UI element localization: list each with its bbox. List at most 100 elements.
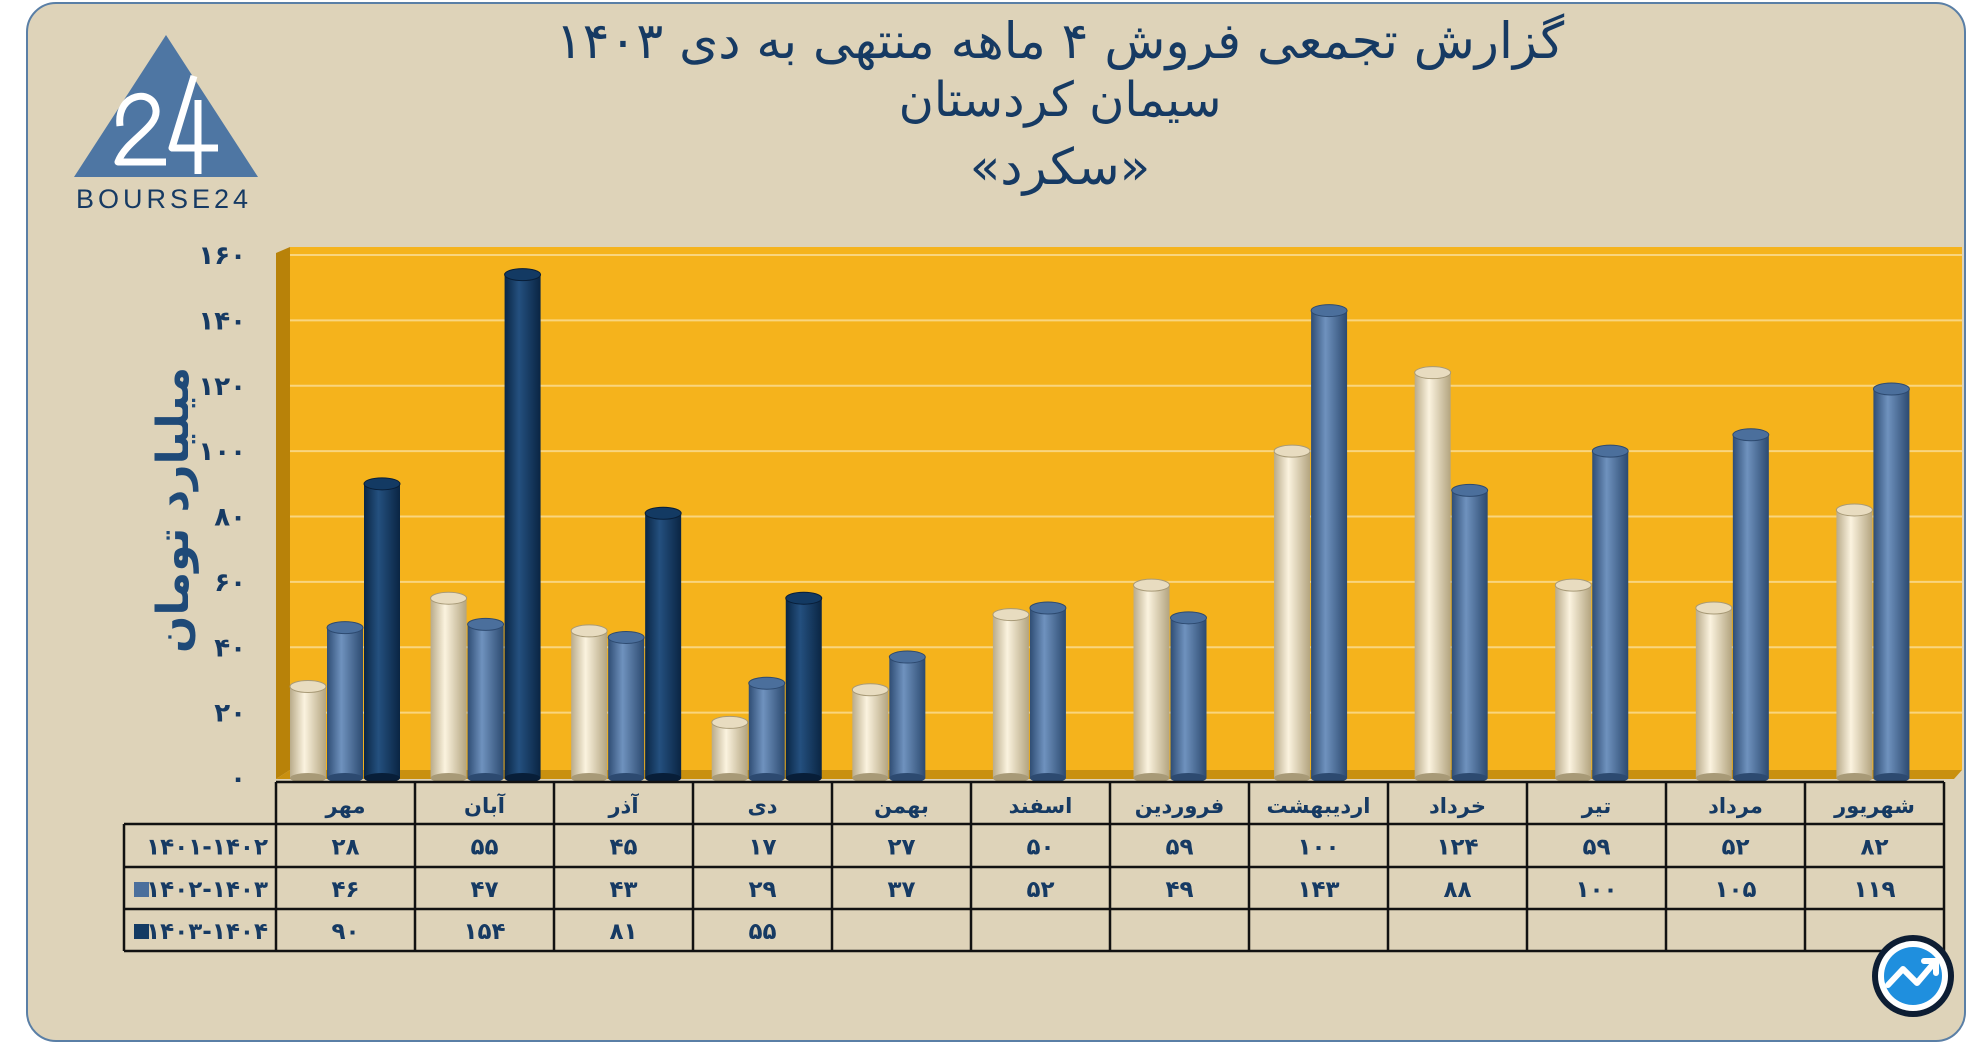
trend-badge-icon <box>1870 933 1956 1019</box>
plot-background <box>290 247 1962 770</box>
bar-base <box>1274 773 1311 783</box>
month-header: دی <box>747 794 777 818</box>
bar-base <box>1836 773 1873 783</box>
bar-1-1 <box>289 679 327 783</box>
y-tick-label: ۱۰۰ <box>198 437 246 467</box>
bar-cap <box>1835 503 1873 517</box>
bar-cap <box>888 650 926 664</box>
bar-base <box>852 773 889 783</box>
bar-1-6 <box>992 608 1030 783</box>
bar-cap <box>1591 444 1629 458</box>
value-cell: ۱۰۰ <box>1575 877 1617 903</box>
y-tick-label: ۸۰ <box>214 503 246 533</box>
value-cell: ۸۲ <box>1860 835 1888 861</box>
month-header: مهر <box>325 794 366 818</box>
y-tick-label: ۱۴۰ <box>198 306 246 336</box>
bar-body <box>1274 451 1311 778</box>
bourse24-logo: BOURSE24 <box>70 30 270 220</box>
plot-floor <box>276 770 1962 779</box>
bar-base <box>1311 773 1348 783</box>
bar-1-3 <box>570 624 608 783</box>
bar-cap <box>851 683 889 697</box>
month-header: آذر <box>607 793 639 818</box>
bar-base <box>290 773 326 783</box>
bar-body <box>852 689 889 778</box>
bar-body <box>571 630 608 778</box>
series-label: ۱۴۰۳-۱۴۰۴ <box>146 919 268 945</box>
value-cell: ۸۸ <box>1443 877 1471 903</box>
bar-base <box>571 773 608 783</box>
bar-2-8 <box>1310 304 1348 783</box>
bar-cap <box>711 715 749 729</box>
month-header: اسفند <box>1009 794 1073 818</box>
bar-base <box>1170 773 1207 783</box>
title-line-2: سیمان کردستان <box>898 72 1222 128</box>
bar-body <box>608 637 645 778</box>
bar-base <box>1414 773 1451 783</box>
logo-text: BOURSE24 <box>76 184 252 214</box>
bar-cap <box>289 679 327 693</box>
bar-1-8 <box>1273 444 1311 783</box>
bar-base <box>504 773 541 783</box>
bar-cap <box>1310 304 1348 318</box>
value-cell: ۲۹ <box>748 877 776 903</box>
bar-1-11 <box>1695 601 1733 783</box>
bar-body <box>1311 310 1348 778</box>
series-label: ۱۴۰۱-۱۴۰۲ <box>146 835 268 861</box>
value-cell: ۵۹ <box>1165 835 1193 861</box>
series-label: ۱۴۰۲-۱۴۰۳ <box>146 877 268 903</box>
bar-base <box>785 773 822 783</box>
plot-side-wall <box>276 247 290 779</box>
value-cell: ۱۰۵ <box>1714 877 1756 903</box>
y-tick-label: ۱۲۰ <box>198 372 246 402</box>
value-cell: ۴۹ <box>1165 877 1193 903</box>
legend-swatch <box>134 882 149 897</box>
bar-cap <box>326 621 364 635</box>
month-header: خرداد <box>1429 794 1486 818</box>
value-cell: ۳۷ <box>887 877 915 903</box>
bar-1-5 <box>851 683 889 783</box>
value-cell: ۱۷ <box>748 835 776 861</box>
value-cell: ۱۴۳ <box>1297 877 1339 903</box>
bar-body <box>290 686 326 778</box>
value-cell: ۱۱۹ <box>1853 877 1895 903</box>
bar-2-7 <box>1170 611 1207 783</box>
bar-body <box>1133 585 1170 778</box>
bar-1-7 <box>1133 578 1170 783</box>
bar-cap <box>1872 382 1910 396</box>
bar-body <box>992 614 1029 778</box>
bar-body <box>364 483 400 778</box>
bar-2-3 <box>607 630 645 783</box>
bar-cap <box>1414 366 1452 380</box>
bar-cap <box>1451 483 1489 497</box>
value-cell: ۵۹ <box>1582 835 1610 861</box>
value-cell: ۲۷ <box>887 835 915 861</box>
bar-base <box>327 773 363 783</box>
value-cell: ۱۵۴ <box>463 919 505 945</box>
bar-2-9 <box>1451 483 1489 783</box>
title-line-1: گزارش تجمعی فروش ۴ ماهه منتهی به دی ۱۴۰۳ <box>555 12 1565 70</box>
bar-2-2 <box>467 617 505 783</box>
value-cell: ۵۰ <box>1026 835 1054 861</box>
bar-cap <box>1554 578 1592 592</box>
bar-base <box>364 773 400 783</box>
value-cell: ۵۵ <box>470 835 498 861</box>
bar-base <box>1873 773 1910 783</box>
bar-body <box>645 513 682 778</box>
y-tick-label: ۴۰ <box>214 633 246 663</box>
value-cell: ۵۲ <box>1721 835 1749 861</box>
month-header: آبان <box>464 793 506 818</box>
y-tick-label: ۲۰ <box>214 699 246 729</box>
bar-2-5 <box>888 650 926 783</box>
bar-body <box>430 598 467 778</box>
bar-cap <box>467 617 505 631</box>
bar-body <box>1451 490 1488 778</box>
bar-cap <box>748 676 786 690</box>
y-axis-label: میلیارد تومان <box>148 367 199 653</box>
bar-body <box>1732 434 1769 778</box>
bar-body <box>1555 585 1592 778</box>
bar-body <box>327 627 363 778</box>
bar-body <box>504 274 541 778</box>
value-cell: ۴۶ <box>331 877 359 903</box>
